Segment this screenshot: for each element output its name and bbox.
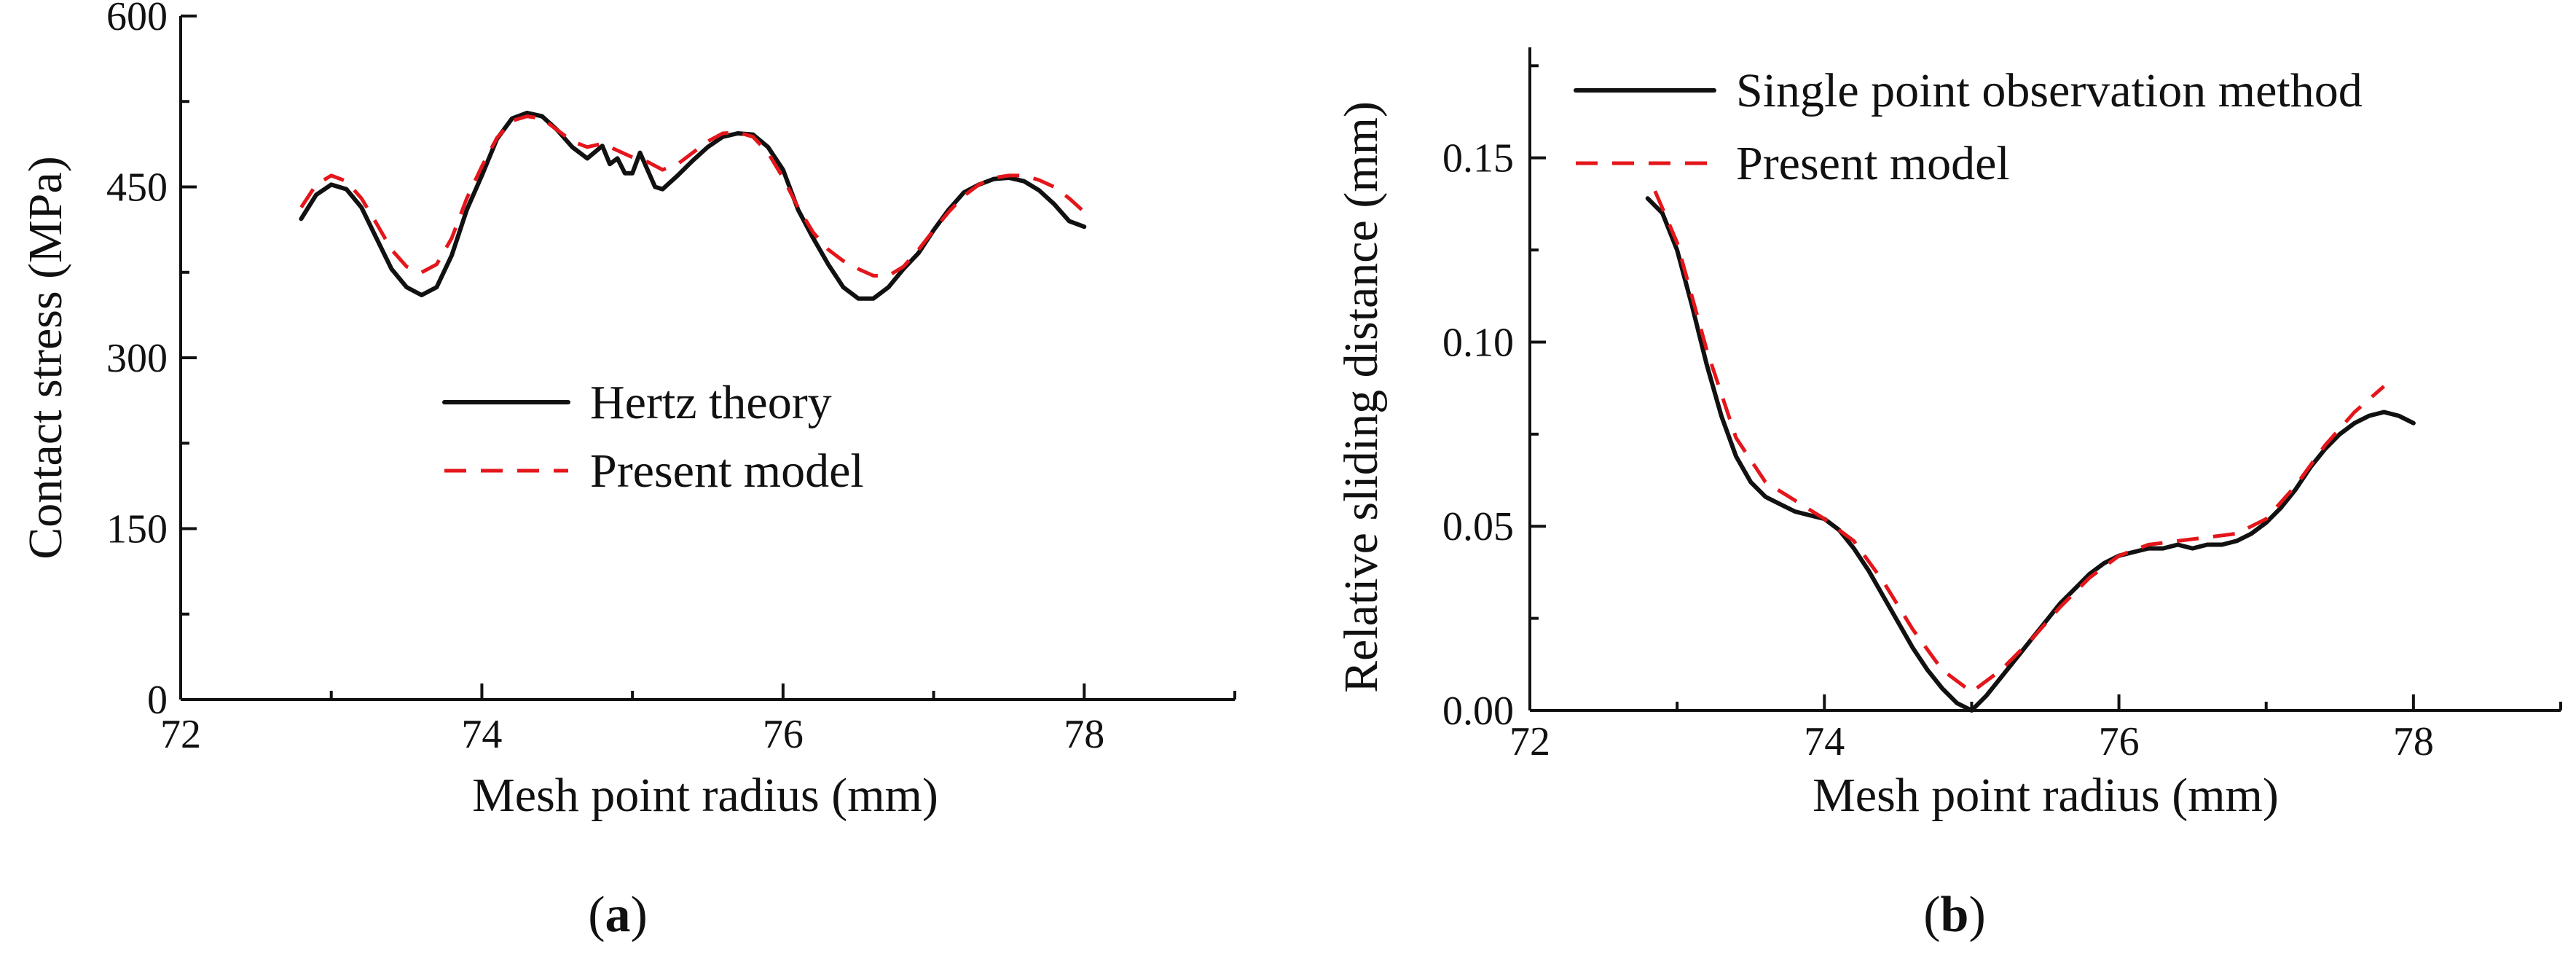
series-line-present-model [299, 114, 1085, 278]
x-tick-label: 78 [1064, 712, 1104, 757]
x-axis-title: Mesh point radius (mm) [1813, 769, 2279, 822]
legend-label: Hertz theory [590, 376, 832, 429]
x-tick-label: 72 [160, 712, 201, 757]
legend-label: Present model [1736, 137, 2010, 190]
legend-label: Present model [590, 444, 864, 498]
chart-panel-a: 72 74 76 78 0 150 300 450 600 Hertz theory Present… [19, 0, 1236, 943]
series-line-single-point-observation-method [1645, 196, 2416, 713]
y-tick-label: 300 [106, 336, 168, 381]
series-line-present-model [1653, 190, 2386, 694]
x-tick-label: 76 [763, 712, 804, 757]
panel-letter: b [1941, 887, 1969, 943]
x-tick-label: 74 [461, 712, 502, 757]
y-tick-label: 0 [147, 678, 168, 723]
legend-label: Single point observation method [1736, 64, 2363, 117]
y-tick-label: 0.00 [1442, 689, 1514, 734]
x-tick-label: 76 [2099, 719, 2140, 764]
panel-label: (a) [588, 887, 648, 943]
y-tick-label: 0.15 [1442, 136, 1514, 181]
x-tick-label: 78 [2393, 719, 2434, 764]
y-axis-title: Contact stress (MPa) [19, 156, 72, 560]
series-line-hertz-theory [299, 110, 1087, 301]
y-tick-label: 450 [106, 165, 168, 211]
y-tick-label: 150 [106, 507, 168, 552]
x-tick-label: 74 [1804, 719, 1845, 764]
chart-panel-b: 72 74 76 78 0.00 0.05 0.10 0.15 Single point obs… [1335, 47, 2562, 943]
panel-letter: a [605, 887, 631, 943]
y-axis-title: Relative sliding distance (mm) [1335, 101, 1388, 693]
y-tick-label: 0.05 [1442, 504, 1514, 549]
panel-label: (b) [1923, 887, 1986, 943]
x-tick-label: 72 [1509, 719, 1550, 764]
y-tick-label: 600 [106, 0, 168, 39]
y-tick-label: 0.10 [1442, 320, 1514, 365]
x-axis-title: Mesh point radius (mm) [472, 769, 938, 822]
